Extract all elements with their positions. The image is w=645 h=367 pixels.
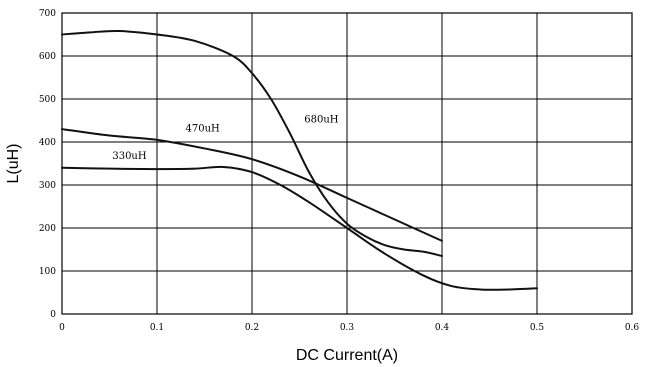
x-tick-label: 0.6 bbox=[625, 323, 640, 333]
y-tick-label: 500 bbox=[39, 95, 56, 105]
x-tick-label: 0.1 bbox=[150, 323, 164, 333]
series-label-470uH: 470uH bbox=[186, 123, 221, 134]
series-label-330uH: 330uH bbox=[112, 151, 147, 162]
series-labels: 680uH 470uH 330uH bbox=[112, 115, 338, 163]
y-tick-label: 100 bbox=[39, 267, 56, 277]
y-axis-title: L(uH) bbox=[5, 143, 22, 183]
y-tick-label: 700 bbox=[39, 9, 56, 19]
y-tick-label: 400 bbox=[39, 138, 56, 148]
x-tick-label: 0.4 bbox=[435, 323, 450, 333]
series-line-680uH bbox=[61, 29, 443, 257]
y-tick-label: 300 bbox=[39, 181, 56, 191]
x-tick-label: 0.5 bbox=[530, 323, 545, 333]
series-line-470uH bbox=[61, 128, 443, 242]
y-tick-label: 600 bbox=[39, 52, 56, 62]
x-tick-label: 0.3 bbox=[340, 323, 355, 333]
x-axis-title: DC Current(A) bbox=[296, 347, 398, 364]
tick-labels: 0 0.1 0.2 0.3 0.4 0.5 0.6 0 100 200 300 400 500 600 70… bbox=[39, 9, 640, 333]
x-tick-label: 0 bbox=[59, 323, 65, 333]
y-tick-label: 200 bbox=[39, 224, 56, 234]
plot-area bbox=[61, 12, 633, 315]
x-tick-label: 0.2 bbox=[245, 323, 259, 333]
series bbox=[61, 29, 538, 291]
grid bbox=[61, 12, 633, 315]
y-tick-label: 0 bbox=[50, 310, 56, 320]
series-label-680uH: 680uH bbox=[304, 115, 339, 126]
series-line-330uH bbox=[61, 165, 538, 291]
